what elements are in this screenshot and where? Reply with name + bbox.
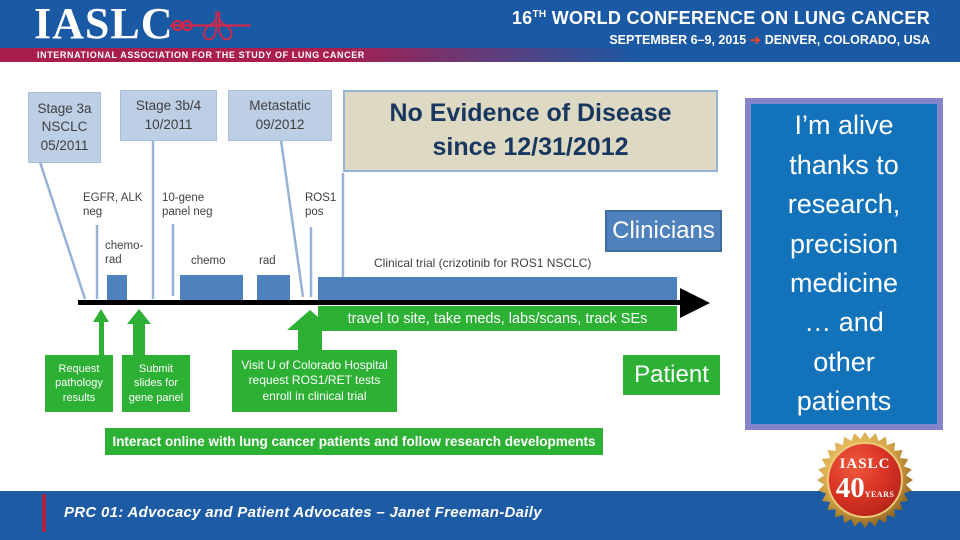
label-chemo: chemo [191, 255, 226, 267]
up-arrow-icon-1 [93, 309, 109, 322]
label-rad: rad [259, 255, 276, 267]
interact-online-bar: Interact online with lung cancer patient… [105, 428, 603, 455]
badge-unit: YEARS [864, 490, 895, 499]
badge-seal: IASLC 40 YEARS [827, 442, 903, 518]
footer-bar: PRC 01: Advocacy and Patient Advocates –… [0, 491, 960, 540]
travel-bar: travel to site, take meds, labs/scans, t… [318, 306, 677, 331]
badge-number: 40 [835, 472, 865, 504]
patient-box: Patient [623, 355, 720, 395]
conference-info: 16TH WORLD CONFERENCE ON LUNG CANCER SEP… [512, 8, 930, 47]
timeline-arrowhead-icon [680, 288, 710, 318]
up-arrow-icon-3 [287, 310, 333, 330]
timeline-axis [78, 300, 680, 305]
quote-box: I’m alive thanks to research, precision … [745, 98, 943, 430]
label-ros1-pos: ROS1 pos [305, 192, 337, 218]
label-clinical-trial: Clinical trial (crizotinib for ROS1 NSCL… [374, 256, 592, 270]
conference-dates-location: SEPTEMBER 6–9, 2015 ➔ DENVER, COLORADO, US… [609, 33, 930, 47]
footer-red-tick [42, 494, 46, 532]
bar-rad [257, 275, 290, 302]
iaslc-logo: IASLC [34, 0, 174, 48]
label-egfr-alk-neg: EGFR, ALK neg [83, 192, 143, 218]
action-box-request-pathology: Request pathology results [45, 355, 113, 412]
arrow-icon: ➔ [750, 33, 761, 47]
up-arrow-shaft-2 [133, 323, 145, 355]
association-band: INTERNATIONAL ASSOCIATION FOR THE STUDY … [0, 48, 640, 62]
conference-title: 16TH WORLD CONFERENCE ON LUNG CANCER [511, 8, 930, 28]
action-box-submit-slides: Submit slides for gene panel [122, 355, 190, 412]
clinicians-box: Clinicians [605, 210, 722, 252]
action-box-visit-hospital: Visit U of Colorado Hospital request ROS… [232, 350, 397, 412]
stage-box-3b4: Stage 3b/4 10/2011 [120, 90, 217, 141]
badge-org-text: IASLC [839, 456, 891, 472]
stage-box-3a: Stage 3a NSCLC 05/2011 [28, 92, 101, 163]
up-arrow-shaft-1 [99, 321, 104, 355]
up-arrow-icon-2 [127, 309, 151, 324]
bar-chemo-rad [107, 275, 127, 302]
label-10-gene-panel: 10-gene panel neg [162, 192, 213, 218]
label-chemo-rad: chemo- rad [105, 240, 144, 266]
header-banner: IASLC INTERNATIONAL ASSOCIATION FOR THE … [0, 0, 960, 62]
session-title: PRC 01: Advocacy and Patient Advocates –… [64, 504, 542, 521]
association-name: INTERNATIONAL ASSOCIATION FOR THE STUDY … [37, 50, 365, 60]
bar-clinical-trial [318, 277, 677, 302]
stage-box-metastatic: Metastatic 09/2012 [228, 90, 332, 141]
lung-logo-icon [170, 9, 252, 47]
no-evidence-of-disease-box: No Evidence of Disease since 12/31/2012 [343, 90, 718, 172]
bar-chemo [180, 275, 243, 302]
iaslc-40-years-badge: IASLC 40 YEARS [817, 432, 913, 528]
quote-text: I’m alive thanks to research, precision … [787, 110, 901, 417]
